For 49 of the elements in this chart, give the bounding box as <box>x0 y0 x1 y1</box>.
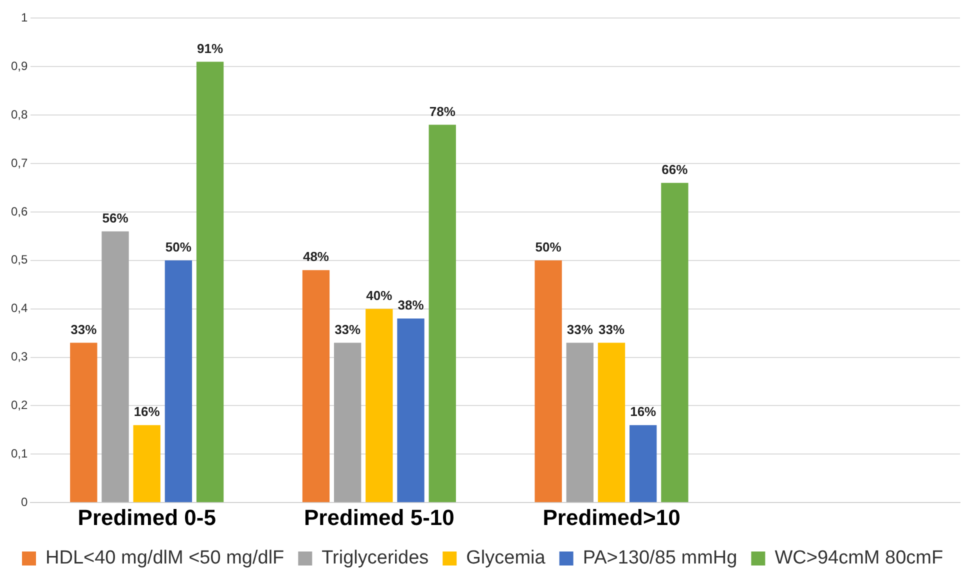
bar <box>70 342 98 502</box>
bar <box>661 182 688 502</box>
y-tick-label: 0,9 <box>10 58 28 73</box>
legend-label: WC>94cmM 80cmF <box>774 548 944 569</box>
bar <box>397 318 424 502</box>
data-label: 91% <box>197 40 224 56</box>
y-tick-label: 1 <box>20 10 28 25</box>
data-label: 38% <box>398 298 424 313</box>
data-label: 33% <box>598 322 625 337</box>
bar <box>630 425 657 502</box>
y-tick-label: 0,5 <box>10 252 28 267</box>
x-tick-label: Predimed 5-10 <box>304 504 454 530</box>
bar <box>334 342 362 502</box>
data-label: 48% <box>302 249 330 264</box>
data-label: 33% <box>334 322 362 337</box>
legend-label: Triglycerides <box>322 548 429 569</box>
data-label: 78% <box>429 104 456 119</box>
x-tick-label: Predimed>10 <box>542 504 680 530</box>
legend-label: HDL<40 mg/dlM <50 mg/dlF <box>46 548 284 569</box>
y-tick-label: 0 <box>20 494 28 509</box>
y-tick-label: 0,8 <box>10 107 28 122</box>
data-label: 16% <box>134 404 160 420</box>
y-tick-label: 0,3 <box>10 350 28 364</box>
y-tick-label: 0,1 <box>10 446 28 460</box>
data-label: 40% <box>366 288 393 303</box>
bar <box>133 425 160 502</box>
bar <box>164 260 192 502</box>
bar <box>366 308 393 502</box>
bar <box>302 270 330 502</box>
data-label: 56% <box>102 210 129 226</box>
bar <box>566 342 594 502</box>
data-label: 50% <box>535 239 562 254</box>
data-label: 50% <box>165 239 192 254</box>
bar <box>534 260 562 502</box>
bar <box>196 62 224 502</box>
bar <box>102 231 129 502</box>
data-label: 66% <box>662 162 688 177</box>
legend-label: PA>130/85 mmHg <box>582 548 738 569</box>
data-label: 33% <box>70 322 98 337</box>
legend-label: Glycemia <box>466 548 546 569</box>
y-tick-label: 0,2 <box>10 398 28 412</box>
data-label: 33% <box>566 322 594 337</box>
data-label: 16% <box>630 404 657 420</box>
x-tick-label: Predimed 0-5 <box>78 504 216 530</box>
bar <box>598 342 626 502</box>
y-tick-label: 0,6 <box>10 204 28 218</box>
y-tick-label: 0,4 <box>10 301 28 316</box>
bar <box>428 124 456 502</box>
y-tick-label: 0,7 <box>10 156 28 170</box>
